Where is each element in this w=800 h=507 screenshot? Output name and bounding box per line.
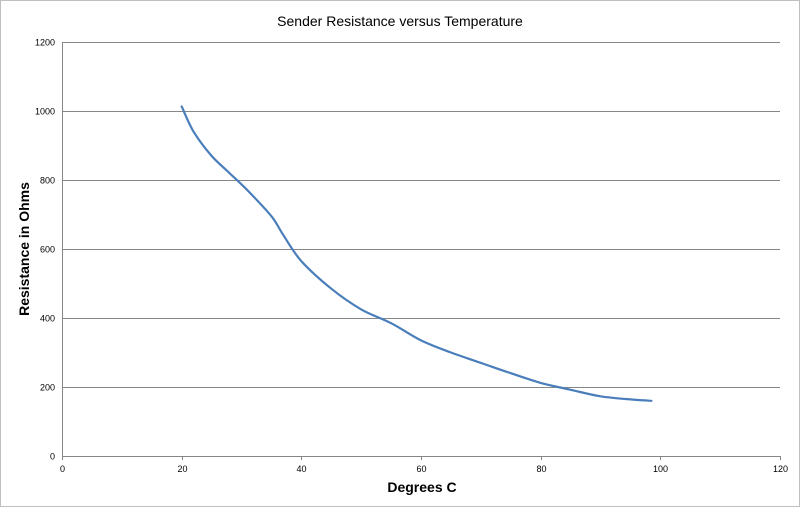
x-tick-label: 80 (536, 464, 546, 474)
x-tick-label: 100 (653, 464, 668, 474)
series-layer (180, 105, 653, 402)
x-tick-label: 120 (773, 464, 788, 474)
y-tick-label: 1000 (35, 107, 55, 117)
y-tick-label: 1200 (35, 38, 55, 48)
y-tick-label: 0 (50, 452, 55, 462)
y-tick-label: 200 (40, 383, 55, 393)
x-tick-label: 20 (177, 464, 187, 474)
y-tick-label: 600 (40, 245, 55, 255)
gridlines (62, 42, 781, 460)
x-tick-label: 40 (296, 464, 306, 474)
chart-title: Sender Resistance versus Temperature (277, 13, 523, 29)
y-tick-label: 800 (40, 176, 55, 186)
y-axis-title: Resistance in Ohms (16, 182, 32, 316)
x-tick-label: 0 (60, 464, 65, 474)
y-tick-label: 400 (40, 314, 55, 324)
tick-labels: 0 200 400 600 800 1000 1200 0 20 40 60 80 100 120 (35, 38, 788, 475)
x-axis-title: Degrees C (387, 479, 456, 495)
series-line (180, 105, 653, 402)
x-tick-label: 60 (416, 464, 426, 474)
